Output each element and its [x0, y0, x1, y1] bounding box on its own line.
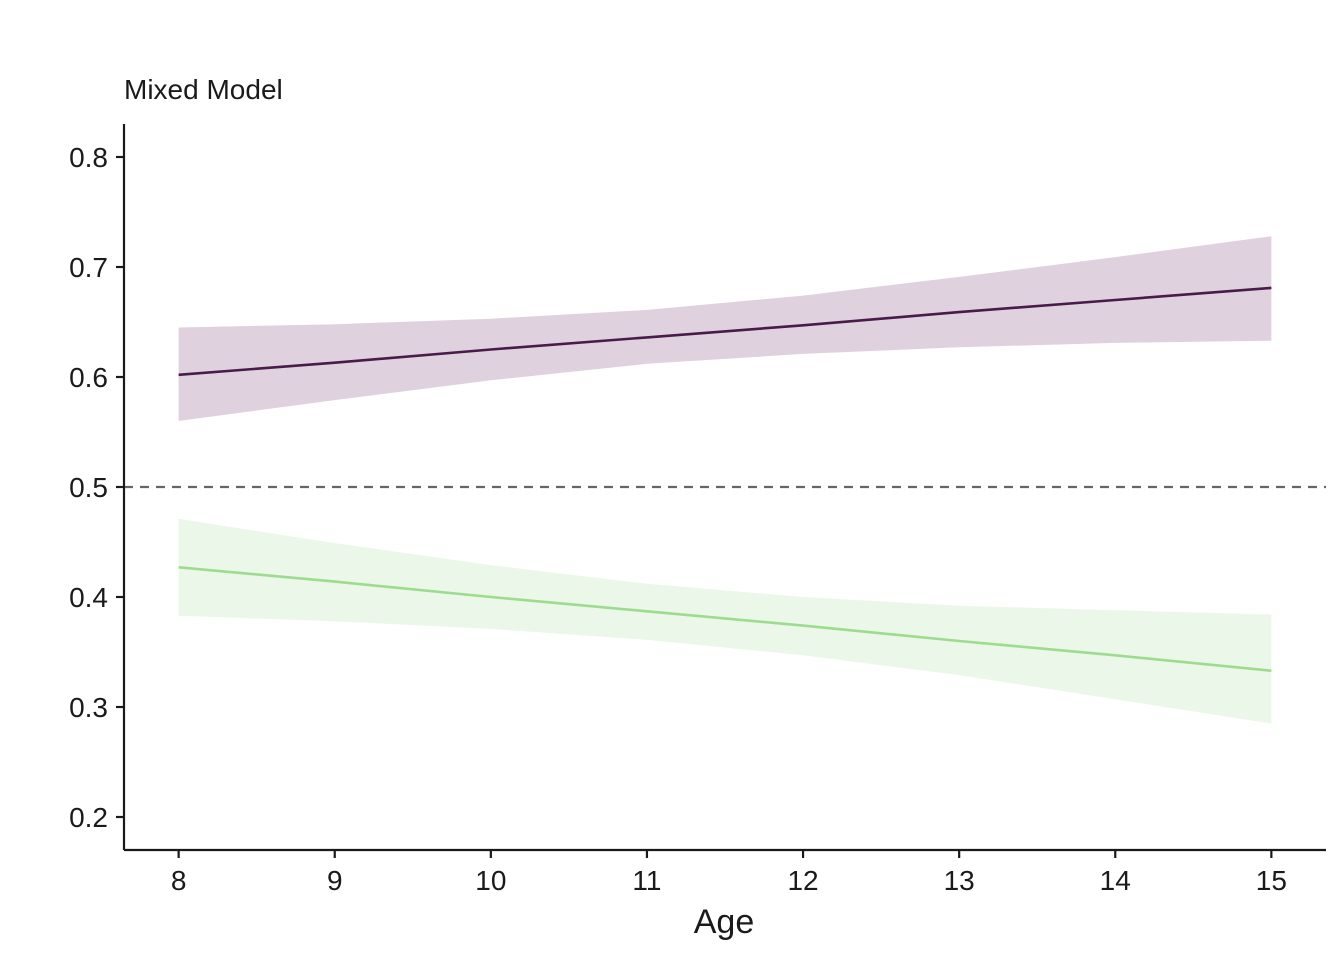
x-tick-label: 11	[632, 865, 661, 896]
y-tick-label: 0.4	[69, 582, 108, 613]
confidence-band-2	[178, 518, 1272, 724]
chart-title: Mixed Model	[124, 74, 283, 105]
y-tick-label: 0.8	[69, 142, 108, 173]
x-axis-title: Age	[694, 903, 755, 941]
x-tick-label: 10	[475, 865, 506, 896]
x-tick-label: 13	[944, 865, 975, 896]
confidence-bands	[178, 236, 1272, 724]
x-tick-label: 12	[787, 865, 818, 896]
series-line-2	[178, 566, 1272, 672]
y-axis-ticks: 0.2 0.3 0.4 0.5 0.6 0.7 0.8	[69, 142, 124, 833]
y-tick-label: 0.5	[69, 472, 108, 503]
x-tick-label: 14	[1100, 865, 1131, 896]
x-tick-label: 8	[171, 865, 187, 896]
confidence-band-1	[178, 236, 1272, 421]
y-tick-label: 0.2	[69, 802, 108, 833]
x-axis-ticks: 8 9 10 11 12 13 14 15	[171, 850, 1287, 896]
y-tick-label: 0.6	[69, 362, 108, 393]
y-tick-label: 0.7	[69, 252, 108, 283]
x-tick-label: 9	[327, 865, 343, 896]
x-tick-label: 15	[1256, 865, 1287, 896]
series-line-1	[178, 286, 1272, 377]
series-lines	[178, 286, 1272, 672]
y-tick-label: 0.3	[69, 692, 108, 723]
